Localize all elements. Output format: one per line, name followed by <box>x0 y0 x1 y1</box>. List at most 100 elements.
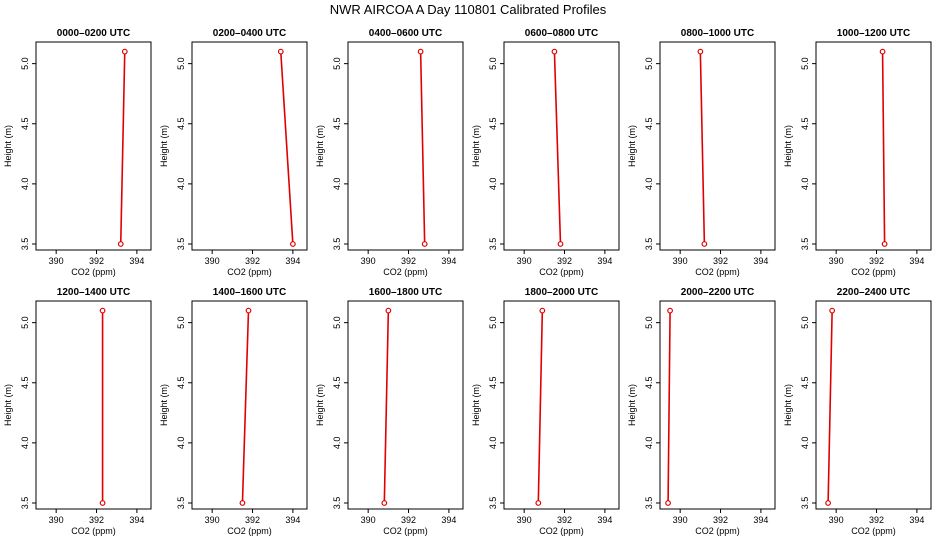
y-tick-label: 3.5 <box>176 497 186 510</box>
x-tick-label: 394 <box>285 515 300 525</box>
profile-point <box>539 307 546 314</box>
x-tick-label: 394 <box>129 256 144 266</box>
y-tick-label: 4.0 <box>800 437 810 450</box>
x-axis-label: CO2 (ppm) <box>539 267 584 277</box>
y-tick-label: 3.5 <box>488 238 498 251</box>
profile-point <box>99 307 106 314</box>
profile-line <box>279 51 294 245</box>
profile-point <box>245 307 252 314</box>
profile-line <box>827 310 833 504</box>
x-tick-label: 394 <box>129 515 144 525</box>
x-tick-label: 394 <box>441 256 456 266</box>
y-axis-label: Height (m) <box>783 384 793 426</box>
profile-panel: 0800–1000 UTC 390 392 394 3.5 4.0 4.5 5.0 CO2 (p… <box>627 28 776 277</box>
x-tick-label: 390 <box>829 256 844 266</box>
y-tick-label: 3.5 <box>800 497 810 510</box>
profile-panel: 0200–0400 UTC 390 392 394 3.5 4.0 4.5 5.0 CO2 (p… <box>159 28 308 277</box>
y-tick-label: 5.0 <box>800 57 810 70</box>
y-tick-label: 5.0 <box>20 316 30 329</box>
y-tick-label: 5.0 <box>176 316 186 329</box>
x-tick-label: 390 <box>205 515 220 525</box>
y-tick-label: 4.5 <box>332 376 342 389</box>
profile-point <box>667 307 673 314</box>
profile-point <box>881 241 888 247</box>
y-tick-label: 3.5 <box>644 497 654 510</box>
y-tick-label: 4.5 <box>488 376 498 389</box>
y-tick-label: 4.0 <box>176 437 186 450</box>
y-axis-label: Height (m) <box>315 125 325 167</box>
profile-point <box>239 500 246 506</box>
plot-frame <box>815 41 932 251</box>
x-tick-label: 392 <box>869 515 884 525</box>
plot-frame <box>347 300 464 510</box>
y-tick-label: 4.5 <box>176 117 186 130</box>
profile-point <box>697 48 704 55</box>
y-tick-label: 5.0 <box>800 316 810 329</box>
plot-frame <box>659 41 776 251</box>
y-tick-label: 4.5 <box>332 117 342 130</box>
x-tick-label: 394 <box>909 515 924 525</box>
y-tick-label: 4.5 <box>644 117 654 130</box>
x-tick-label: 394 <box>909 256 924 266</box>
y-tick-label: 4.0 <box>332 178 342 191</box>
panel-title: 1000–1200 UTC <box>837 28 910 39</box>
profile-point <box>121 48 128 55</box>
profile-point <box>665 500 671 506</box>
y-tick-label: 3.5 <box>644 238 654 251</box>
plot-frame <box>191 300 308 510</box>
x-tick-label: 390 <box>361 515 376 525</box>
x-tick-label: 390 <box>517 515 532 525</box>
y-tick-label: 3.5 <box>20 238 30 251</box>
profile-line <box>699 51 706 245</box>
y-tick-label: 4.0 <box>20 178 30 191</box>
y-tick-label: 4.0 <box>488 437 498 450</box>
y-axis-label: Height (m) <box>3 125 13 167</box>
panel-title: 0400–0600 UTC <box>369 28 442 39</box>
x-tick-label: 392 <box>89 515 104 525</box>
panel-title: 2000–2200 UTC <box>681 287 754 298</box>
y-axis-label: Height (m) <box>159 125 169 167</box>
x-tick-label: 392 <box>245 256 260 266</box>
profile-panel: 1400–1600 UTC 390 392 394 3.5 4.0 4.5 5.0 CO2 (p… <box>159 287 308 536</box>
x-tick-label: 394 <box>753 256 768 266</box>
y-axis-label: Height (m) <box>3 384 13 426</box>
plot-frame <box>347 41 464 251</box>
y-tick-label: 5.0 <box>176 57 186 70</box>
x-axis-label: CO2 (ppm) <box>227 267 272 277</box>
profile-panel: 2200–2400 UTC 390 392 394 3.5 4.0 4.5 5.0 CO2 (p… <box>783 287 932 536</box>
x-tick-label: 394 <box>597 515 612 525</box>
y-tick-label: 4.5 <box>176 376 186 389</box>
x-tick-label: 390 <box>361 256 376 266</box>
profile-point <box>417 48 424 55</box>
x-axis-label: CO2 (ppm) <box>851 526 896 536</box>
x-tick-label: 392 <box>401 515 416 525</box>
x-tick-label: 390 <box>673 256 688 266</box>
y-axis-label: Height (m) <box>783 125 793 167</box>
panel-title: 0000–0200 UTC <box>57 28 130 39</box>
y-axis-label: Height (m) <box>471 125 481 167</box>
profile-line <box>553 51 562 245</box>
panel-title: 1600–1800 UTC <box>369 287 442 298</box>
profile-panel: 1800–2000 UTC 390 392 394 3.5 4.0 4.5 5.0 CO2 (p… <box>471 287 620 536</box>
x-tick-label: 392 <box>869 256 884 266</box>
profile-line <box>119 51 126 245</box>
plot-frame <box>503 300 620 510</box>
profile-point <box>385 307 392 314</box>
plot-frame <box>503 41 620 251</box>
x-tick-label: 390 <box>673 515 688 525</box>
plot-frame <box>35 300 152 510</box>
profile-point <box>551 48 558 55</box>
profile-panel: 0000–0200 UTC 390 392 394 3.5 4.0 4.5 5.0 CO2 (p… <box>3 28 152 277</box>
figure-title: NWR AIRCOA A Day 110801 Calibrated Profi… <box>330 2 607 17</box>
y-tick-label: 3.5 <box>800 238 810 251</box>
profile-panel: 1000–1200 UTC 390 392 394 3.5 4.0 4.5 5.0 CO2 (p… <box>783 28 932 277</box>
y-tick-label: 5.0 <box>488 57 498 70</box>
y-tick-label: 5.0 <box>644 316 654 329</box>
profile-line <box>667 310 671 503</box>
profile-point <box>277 48 284 55</box>
y-tick-label: 3.5 <box>332 238 342 251</box>
plot-frame <box>35 41 152 251</box>
profile-point <box>289 241 296 247</box>
panel-title: 0200–0400 UTC <box>213 28 286 39</box>
